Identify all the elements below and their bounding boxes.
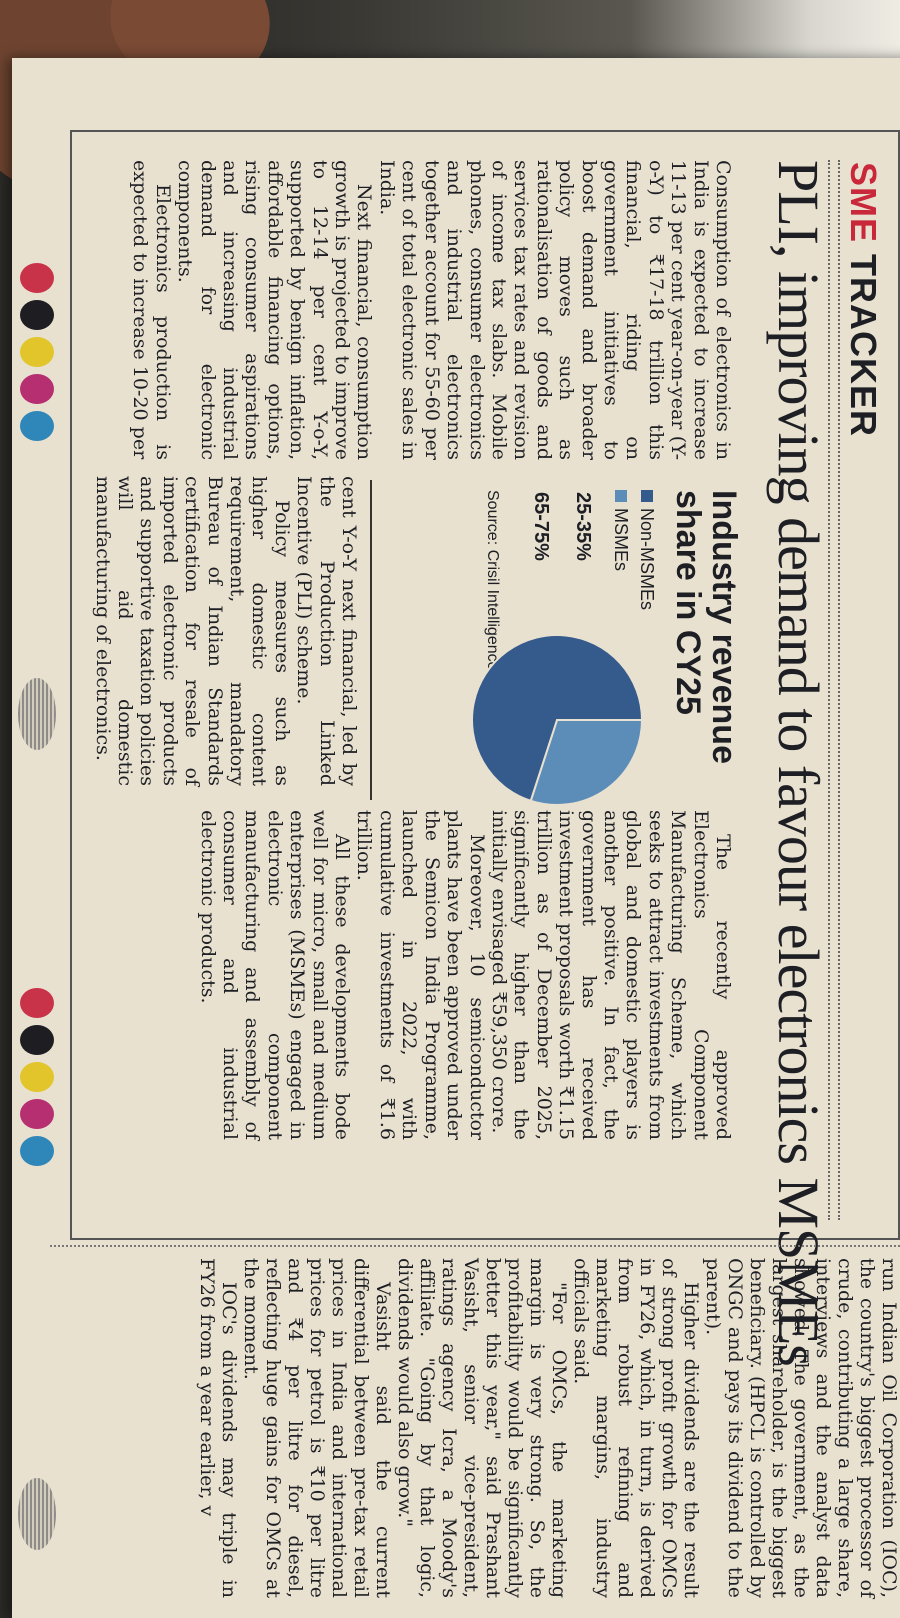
legend-item: Non-MSMEs [634,490,660,610]
adjacent-article-column: run Indian Oil Corporation (IOC), the co… [196,1258,900,1598]
color-registration-dots [20,263,56,448]
paragraph: Higher dividends are the result of stron… [570,1258,702,1598]
paragraph: Consumption of electronics in India is e… [375,160,734,460]
legend-label: MSMEs [611,508,632,571]
column-divider [50,1245,900,1247]
paragraph: Electronics production is expected to in… [129,160,174,460]
paragraph: run Indian Oil Corporation (IOC), the co… [702,1258,900,1598]
section-label: SME TRACKER [842,162,884,437]
section-label-rest: TRACKER [843,243,884,438]
paragraph: cent Y-o-Y next financial, led by the Pr… [293,476,360,786]
paragraph: All these developments bode well for mic… [196,810,354,1140]
paragraph: The recently approved Electronics Compon… [487,810,734,1140]
pie-slice-non-msmes [471,634,644,803]
registration-target [18,1478,56,1550]
paragraph: Vasisht said the current differential be… [240,1258,394,1598]
paragraph: IOC's dividends may triple in FY26 from … [196,1258,240,1598]
legend-swatch [615,490,627,502]
data-label-non-msmes: 65-75% [530,492,552,561]
paragraph: Moreover, 10 semiconductor plants have b… [353,810,488,1140]
paragraph: "For OMCs, the marketing margin is very … [394,1258,570,1598]
article-page: SME TRACKER PLI, improving demand to fav… [50,130,900,1598]
article-column-3: The recently approved Electronics Compon… [196,810,734,1140]
pie-chart [471,634,644,806]
article-column-1: Consumption of electronics in India is e… [129,160,734,460]
legend-swatch [641,490,653,502]
infographic-rule [370,480,372,800]
data-label-msmes: 25-35% [572,492,594,561]
registration-target [18,678,56,750]
chart-legend: Non-MSMEs MSMEs [608,490,660,610]
legend-item: MSMEs [608,490,634,610]
color-registration-dots [20,988,56,1173]
legend-label: Non-MSMEs [637,508,658,611]
paragraph: Next financial, consumption growth is pr… [174,160,376,460]
pie-slice-msmes [529,719,644,806]
newspaper [12,58,900,1618]
section-label-accent: SME [843,162,884,244]
paragraph: Policy measures such as higher domestic … [91,476,293,786]
article-column-2: cent Y-o-Y next financial, led by the Pr… [91,476,360,786]
headline: PLI, improving demand to favour electron… [766,160,831,1366]
infographic: Industry revenue share in CY25 Non-MSMEs… [372,480,743,810]
